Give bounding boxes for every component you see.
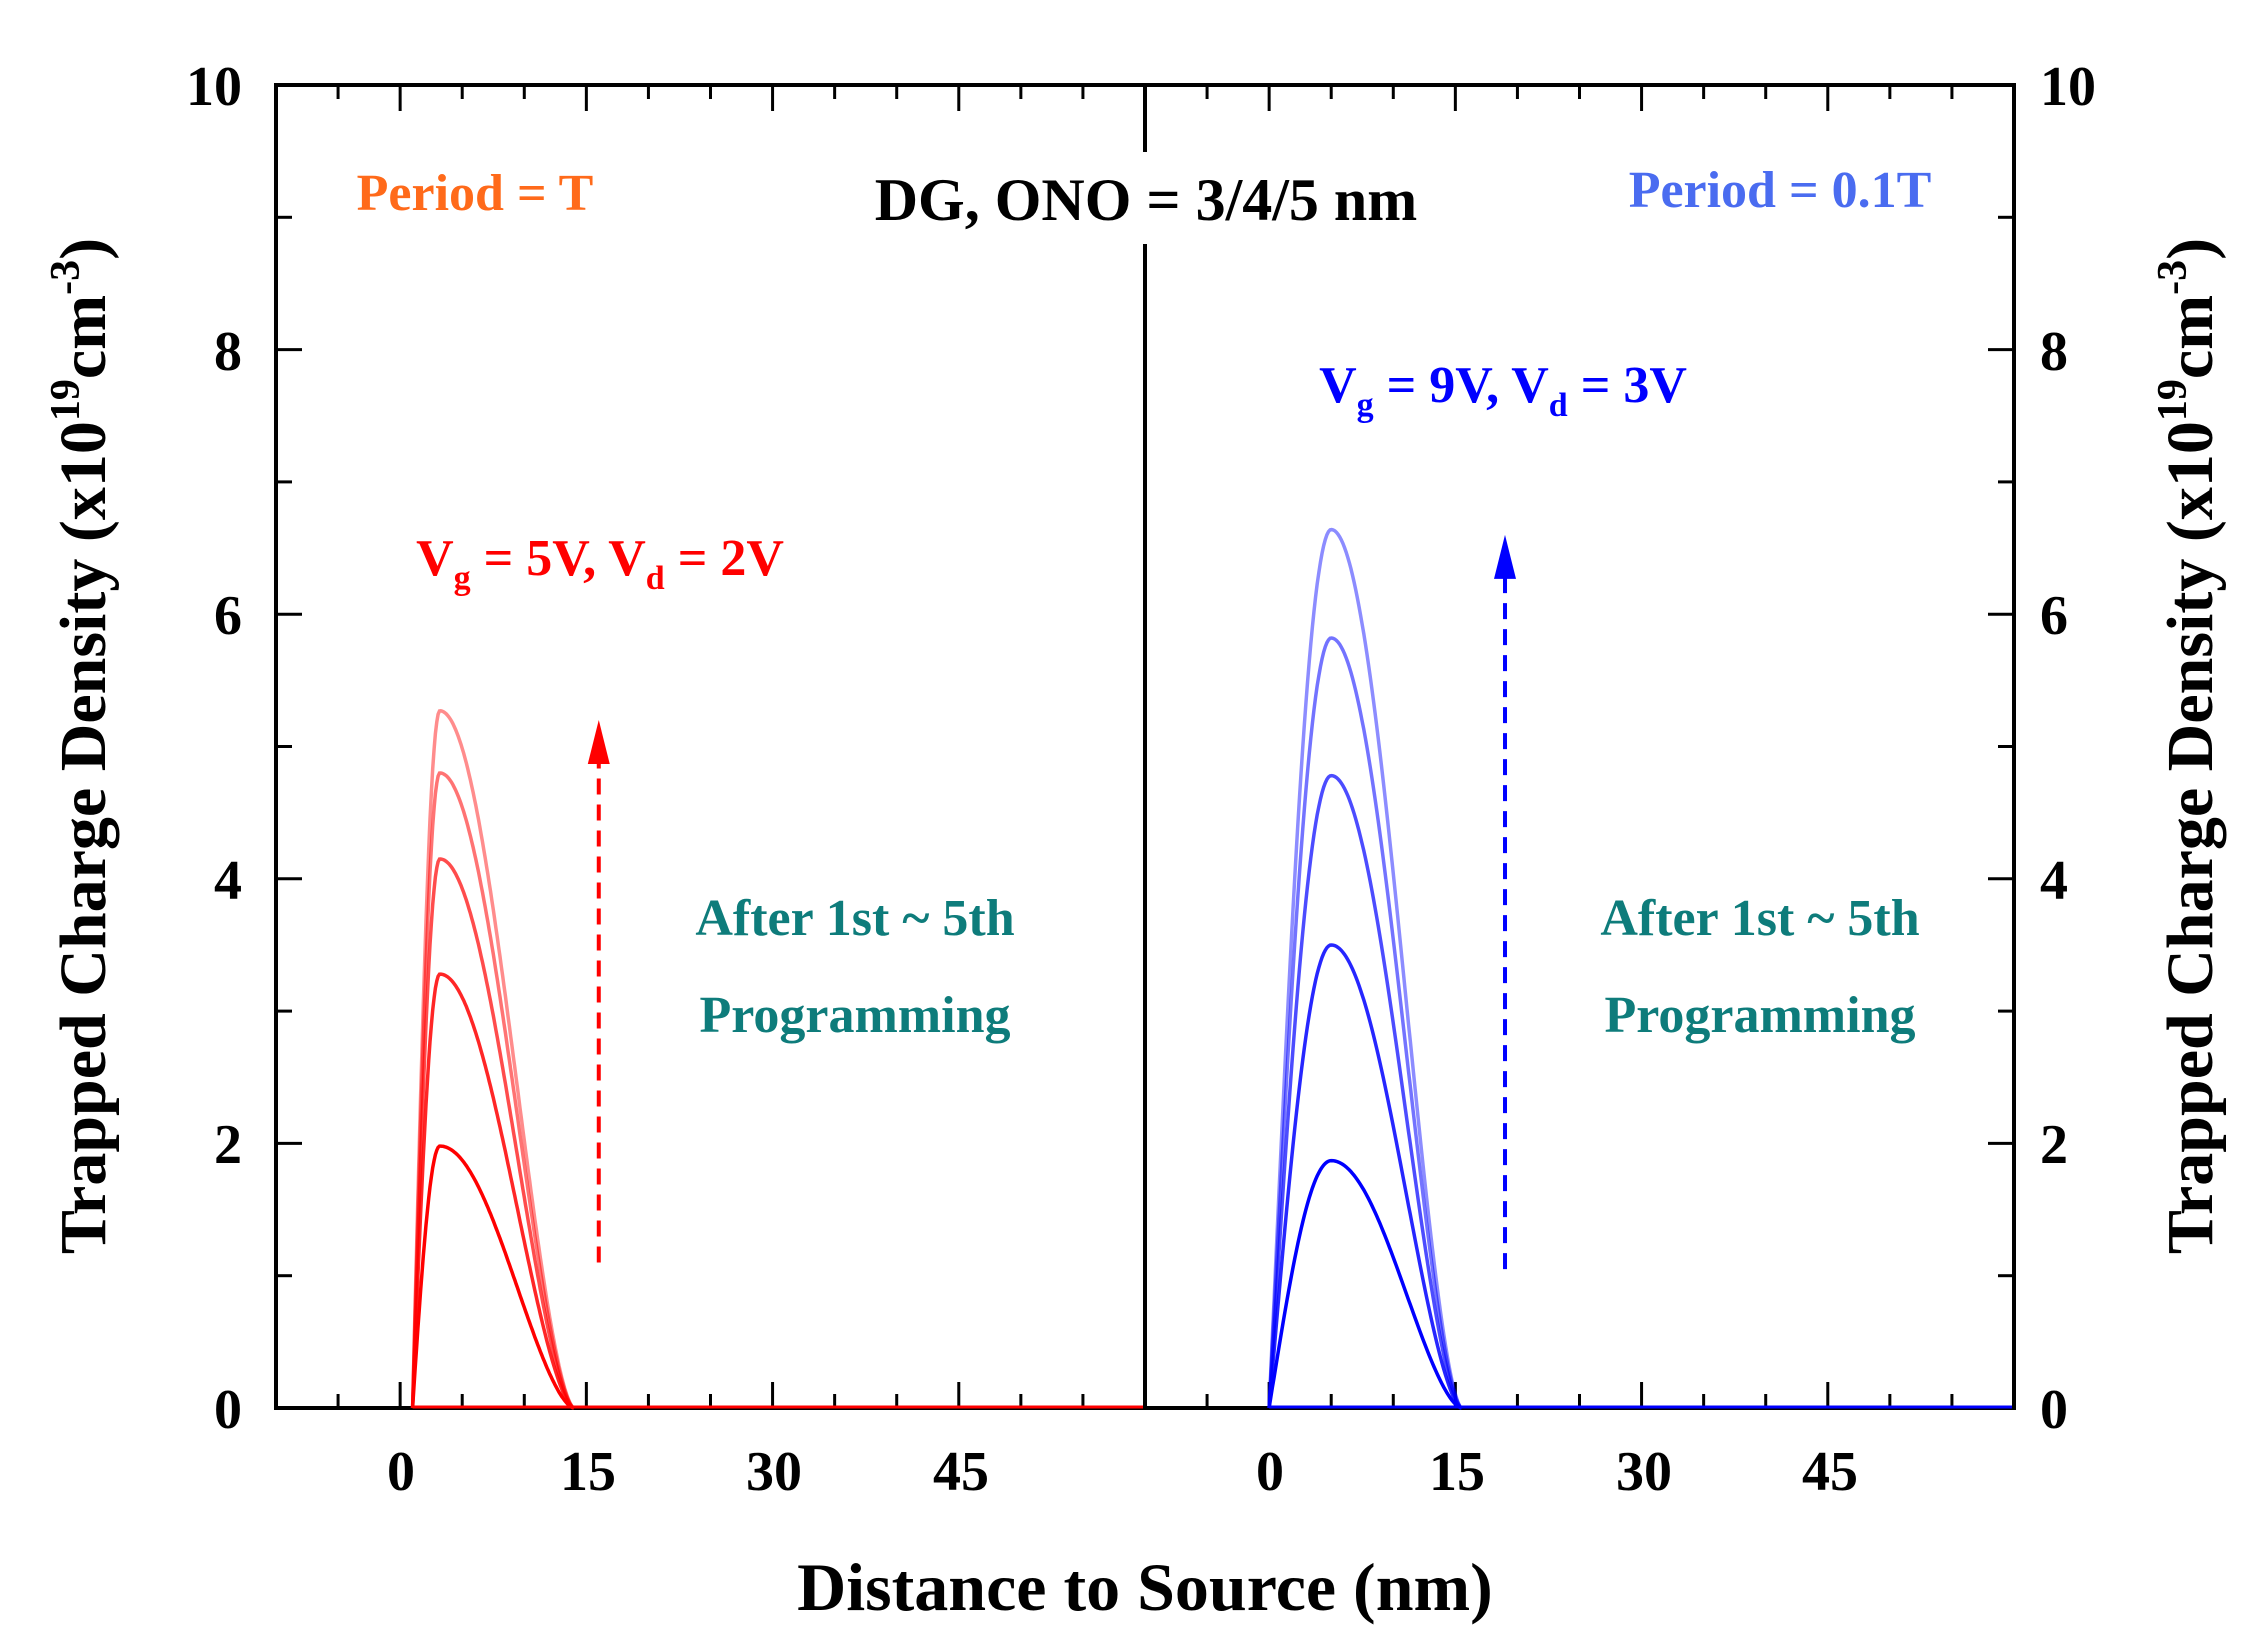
series-right-2nd	[1267, 943, 1463, 1410]
series-right-5th	[1267, 527, 1463, 1410]
series-right-4th	[1267, 636, 1463, 1410]
series-right-1st	[1267, 1158, 1463, 1410]
note-right-line2: Programming	[1605, 987, 1916, 1044]
xtick-right-0: 0	[1256, 1441, 1284, 1503]
ytick-left-0: 0	[214, 1379, 242, 1441]
ytick-left-4: 4	[214, 850, 242, 912]
xtick-right-30: 30	[1616, 1441, 1672, 1503]
xtick-left-45: 45	[933, 1441, 989, 1503]
ytick-right-0: 0	[2040, 1379, 2068, 1441]
series-right-3rd	[1267, 773, 1463, 1410]
ytick-right-2: 2	[2040, 1114, 2068, 1176]
xtick-left-0: 0	[387, 1441, 415, 1503]
xtick-left-15: 15	[560, 1441, 616, 1503]
ytick-left-2: 2	[214, 1114, 242, 1176]
period-label-left: Period = T	[357, 165, 594, 222]
xtick-right-45: 45	[1802, 1441, 1858, 1503]
ytick-left-8: 8	[214, 321, 242, 383]
series-left-2nd	[410, 972, 575, 1410]
ytick-left-10: 10	[186, 56, 242, 118]
ytick-left-6: 6	[214, 585, 242, 647]
y-axis-label-left: Trapped Charge Density (x1019cm-3)	[43, 238, 120, 1254]
series-left-1st	[410, 1144, 575, 1410]
title-background	[850, 152, 1442, 244]
note-right-line1: After 1st ~ 5th	[1600, 890, 1919, 947]
ytick-right-4: 4	[2040, 850, 2068, 912]
chart-title: DG, ONO = 3/4/5 nm	[875, 167, 1418, 233]
note-left-line2: Programming	[700, 987, 1011, 1044]
xtick-left-30: 30	[746, 1441, 802, 1503]
ytick-right-10: 10	[2040, 56, 2096, 118]
series-left-4th	[410, 771, 575, 1410]
ytick-right-6: 6	[2040, 585, 2068, 647]
xtick-right-15: 15	[1429, 1441, 1485, 1503]
y-axis-label-right: Trapped Charge Density (x1019cm-3)	[2150, 238, 2227, 1254]
note-left-line1: After 1st ~ 5th	[695, 890, 1014, 947]
series-left-3rd	[410, 857, 575, 1410]
ytick-right-8: 8	[2040, 321, 2068, 383]
x-axis-label: Distance to Source (nm)	[797, 1549, 1493, 1625]
series-left-5th	[410, 709, 575, 1410]
period-label-right: Period = 0.1T	[1629, 162, 1932, 219]
voltage-label-right: Vg = 9V, Vd = 3V	[1319, 357, 1687, 424]
arrow-head-right	[1494, 534, 1517, 579]
arrow-head-left	[587, 720, 610, 765]
voltage-label-left: Vg = 5V, Vd = 2V	[416, 530, 784, 597]
